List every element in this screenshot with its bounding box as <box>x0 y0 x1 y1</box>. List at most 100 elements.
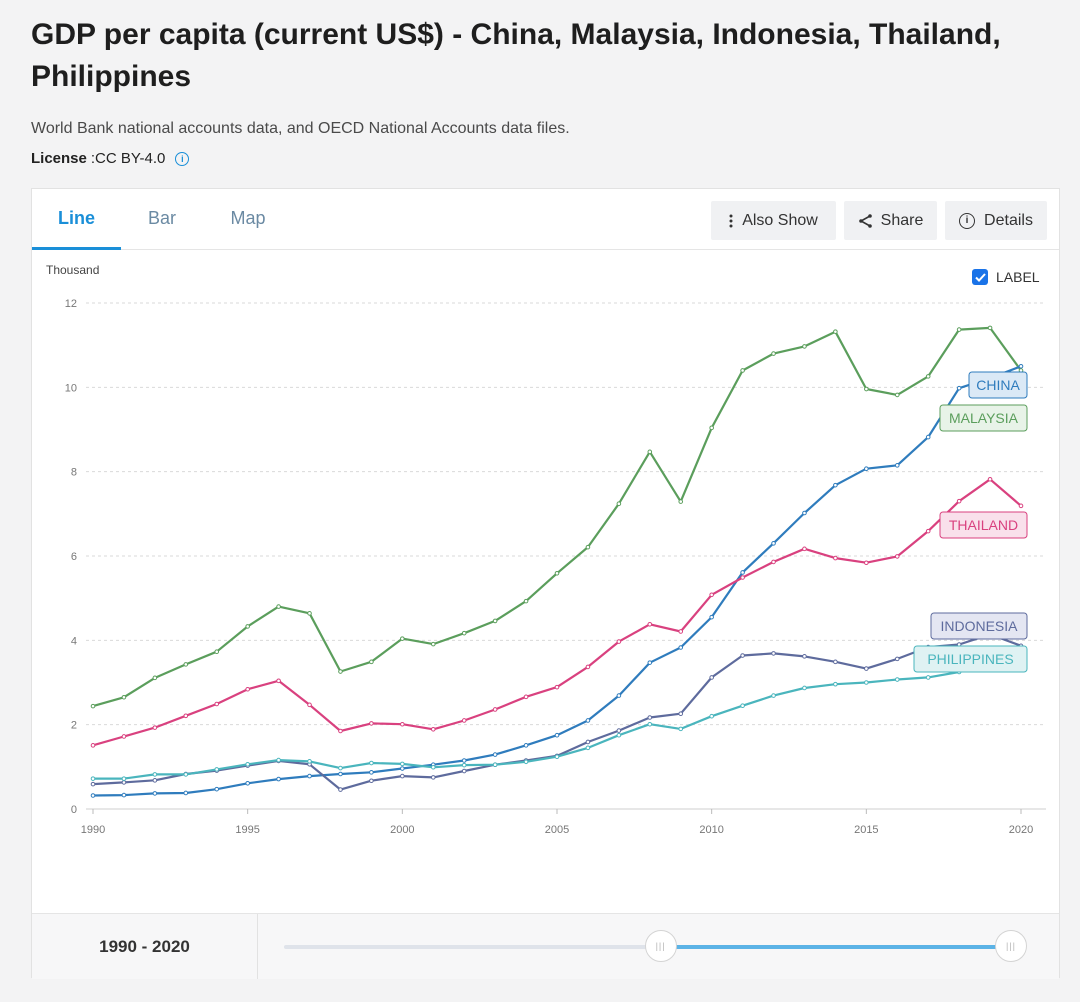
y-tick-label: 2 <box>71 720 77 732</box>
info-icon[interactable]: i <box>175 151 190 166</box>
data-point-malaysia <box>214 649 220 655</box>
series-line-malaysia <box>92 326 1022 708</box>
series-label-china: CHINA <box>976 377 1020 393</box>
chart-card: Line Bar Map Also Show Share i Details T… <box>31 188 1060 979</box>
series-label-box-philippines <box>913 645 1028 673</box>
data-point-philippines <box>307 759 312 764</box>
share-button[interactable]: Share <box>844 201 937 240</box>
data-point-philippines <box>647 721 653 727</box>
data-point-philippines <box>678 726 684 732</box>
data-point-thailand <box>121 734 127 739</box>
data-point-indonesia <box>461 768 467 774</box>
x-tick-label: 2000 <box>390 824 414 836</box>
data-point-china <box>338 771 343 777</box>
details-button[interactable]: i Details <box>945 201 1047 240</box>
tab-bar-chart[interactable]: Bar <box>147 208 176 228</box>
y-tick-label: 6 <box>71 551 77 563</box>
data-point-thailand <box>585 664 591 670</box>
y-tick-label: 4 <box>71 635 77 647</box>
data-point-indonesia <box>678 711 684 717</box>
range-footer: 1990 - 2020 ||| ||| <box>32 913 1059 979</box>
data-point-philippines <box>183 772 189 777</box>
data-point-philippines <box>833 681 838 687</box>
data-point-philippines <box>338 765 343 771</box>
also-show-button[interactable]: Also Show <box>711 201 836 240</box>
data-point-indonesia <box>338 787 343 792</box>
data-point-china <box>307 773 312 779</box>
data-point-malaysia <box>276 604 281 609</box>
data-point-philippines <box>616 732 622 738</box>
license: License : CC BY-4.0 i <box>31 150 190 167</box>
data-point-china <box>833 482 838 488</box>
data-point-china <box>400 766 405 771</box>
data-point-malaysia <box>616 501 622 507</box>
slider-start-handle[interactable]: ||| <box>644 930 677 962</box>
data-point-thailand <box>709 592 714 598</box>
year-range-label: 1990 - 2020 <box>32 914 258 979</box>
x-tick-label: 2005 <box>545 824 569 836</box>
data-point-thailand <box>307 702 312 708</box>
details-label: Details <box>984 211 1033 229</box>
data-point-philippines <box>245 762 250 767</box>
license-label: License <box>31 150 87 167</box>
data-point-thailand <box>647 622 653 627</box>
data-point-china <box>585 718 591 723</box>
data-point-malaysia <box>400 636 405 641</box>
data-point-thailand <box>430 727 436 732</box>
data-point-indonesia <box>585 739 591 745</box>
label-toggle[interactable]: LABEL <box>972 269 1040 285</box>
data-point-thailand <box>925 528 931 534</box>
series-label-box-thailand <box>939 511 1028 539</box>
y-tick-label: 10 <box>65 382 77 394</box>
license-separator: : <box>90 150 96 167</box>
data-point-china <box>802 510 807 516</box>
data-point-indonesia <box>616 728 622 733</box>
data-point-thailand <box>802 546 807 552</box>
data-point-thailand <box>276 678 281 684</box>
data-point-china <box>740 570 745 575</box>
data-point-philippines <box>276 757 281 763</box>
x-tick-label: 1995 <box>235 824 259 836</box>
data-point-malaysia <box>492 618 498 624</box>
data-point-malaysia <box>709 425 714 431</box>
data-point-thailand <box>833 555 838 561</box>
y-tick-label: 12 <box>65 298 77 310</box>
data-point-indonesia <box>864 666 869 671</box>
series-line-thailand <box>92 478 1022 747</box>
data-point-thailand <box>214 701 220 707</box>
also-show-label: Also Show <box>742 211 818 229</box>
data-point-indonesia <box>833 659 838 665</box>
data-point-malaysia <box>987 325 993 331</box>
data-point-china <box>276 776 281 782</box>
data-point-malaysia <box>802 344 807 349</box>
series-label-indonesia: INDONESIA <box>940 618 1018 634</box>
data-point-china <box>523 743 529 748</box>
share-label: Share <box>880 211 924 229</box>
label-toggle-text: LABEL <box>996 269 1040 285</box>
tab-map[interactable]: Map <box>230 208 266 228</box>
data-point-malaysia <box>461 630 467 636</box>
data-point-china <box>709 614 714 620</box>
data-point-indonesia <box>90 781 96 787</box>
data-point-philippines <box>152 772 158 777</box>
year-range-slider[interactable]: ||| ||| <box>284 930 1027 962</box>
data-point-indonesia <box>740 653 745 658</box>
data-point-philippines <box>400 761 405 767</box>
data-point-philippines <box>554 754 560 760</box>
source-note: World Bank national accounts data, and O… <box>31 120 570 137</box>
data-point-china <box>647 660 653 665</box>
data-point-malaysia <box>956 327 962 332</box>
data-point-malaysia <box>430 641 436 647</box>
license-value: CC BY-4.0 <box>95 150 166 167</box>
label-checkbox[interactable] <box>972 269 988 285</box>
data-point-china <box>492 752 498 757</box>
data-point-china <box>1018 363 1024 369</box>
data-point-malaysia <box>771 351 776 356</box>
data-point-philippines <box>121 776 127 781</box>
data-point-malaysia <box>90 703 96 709</box>
data-point-thailand <box>245 686 250 692</box>
data-point-thailand <box>183 713 189 719</box>
tab-line[interactable]: Line <box>32 189 121 250</box>
series-label-box-indonesia <box>930 612 1028 640</box>
slider-end-handle[interactable]: ||| <box>995 930 1027 962</box>
